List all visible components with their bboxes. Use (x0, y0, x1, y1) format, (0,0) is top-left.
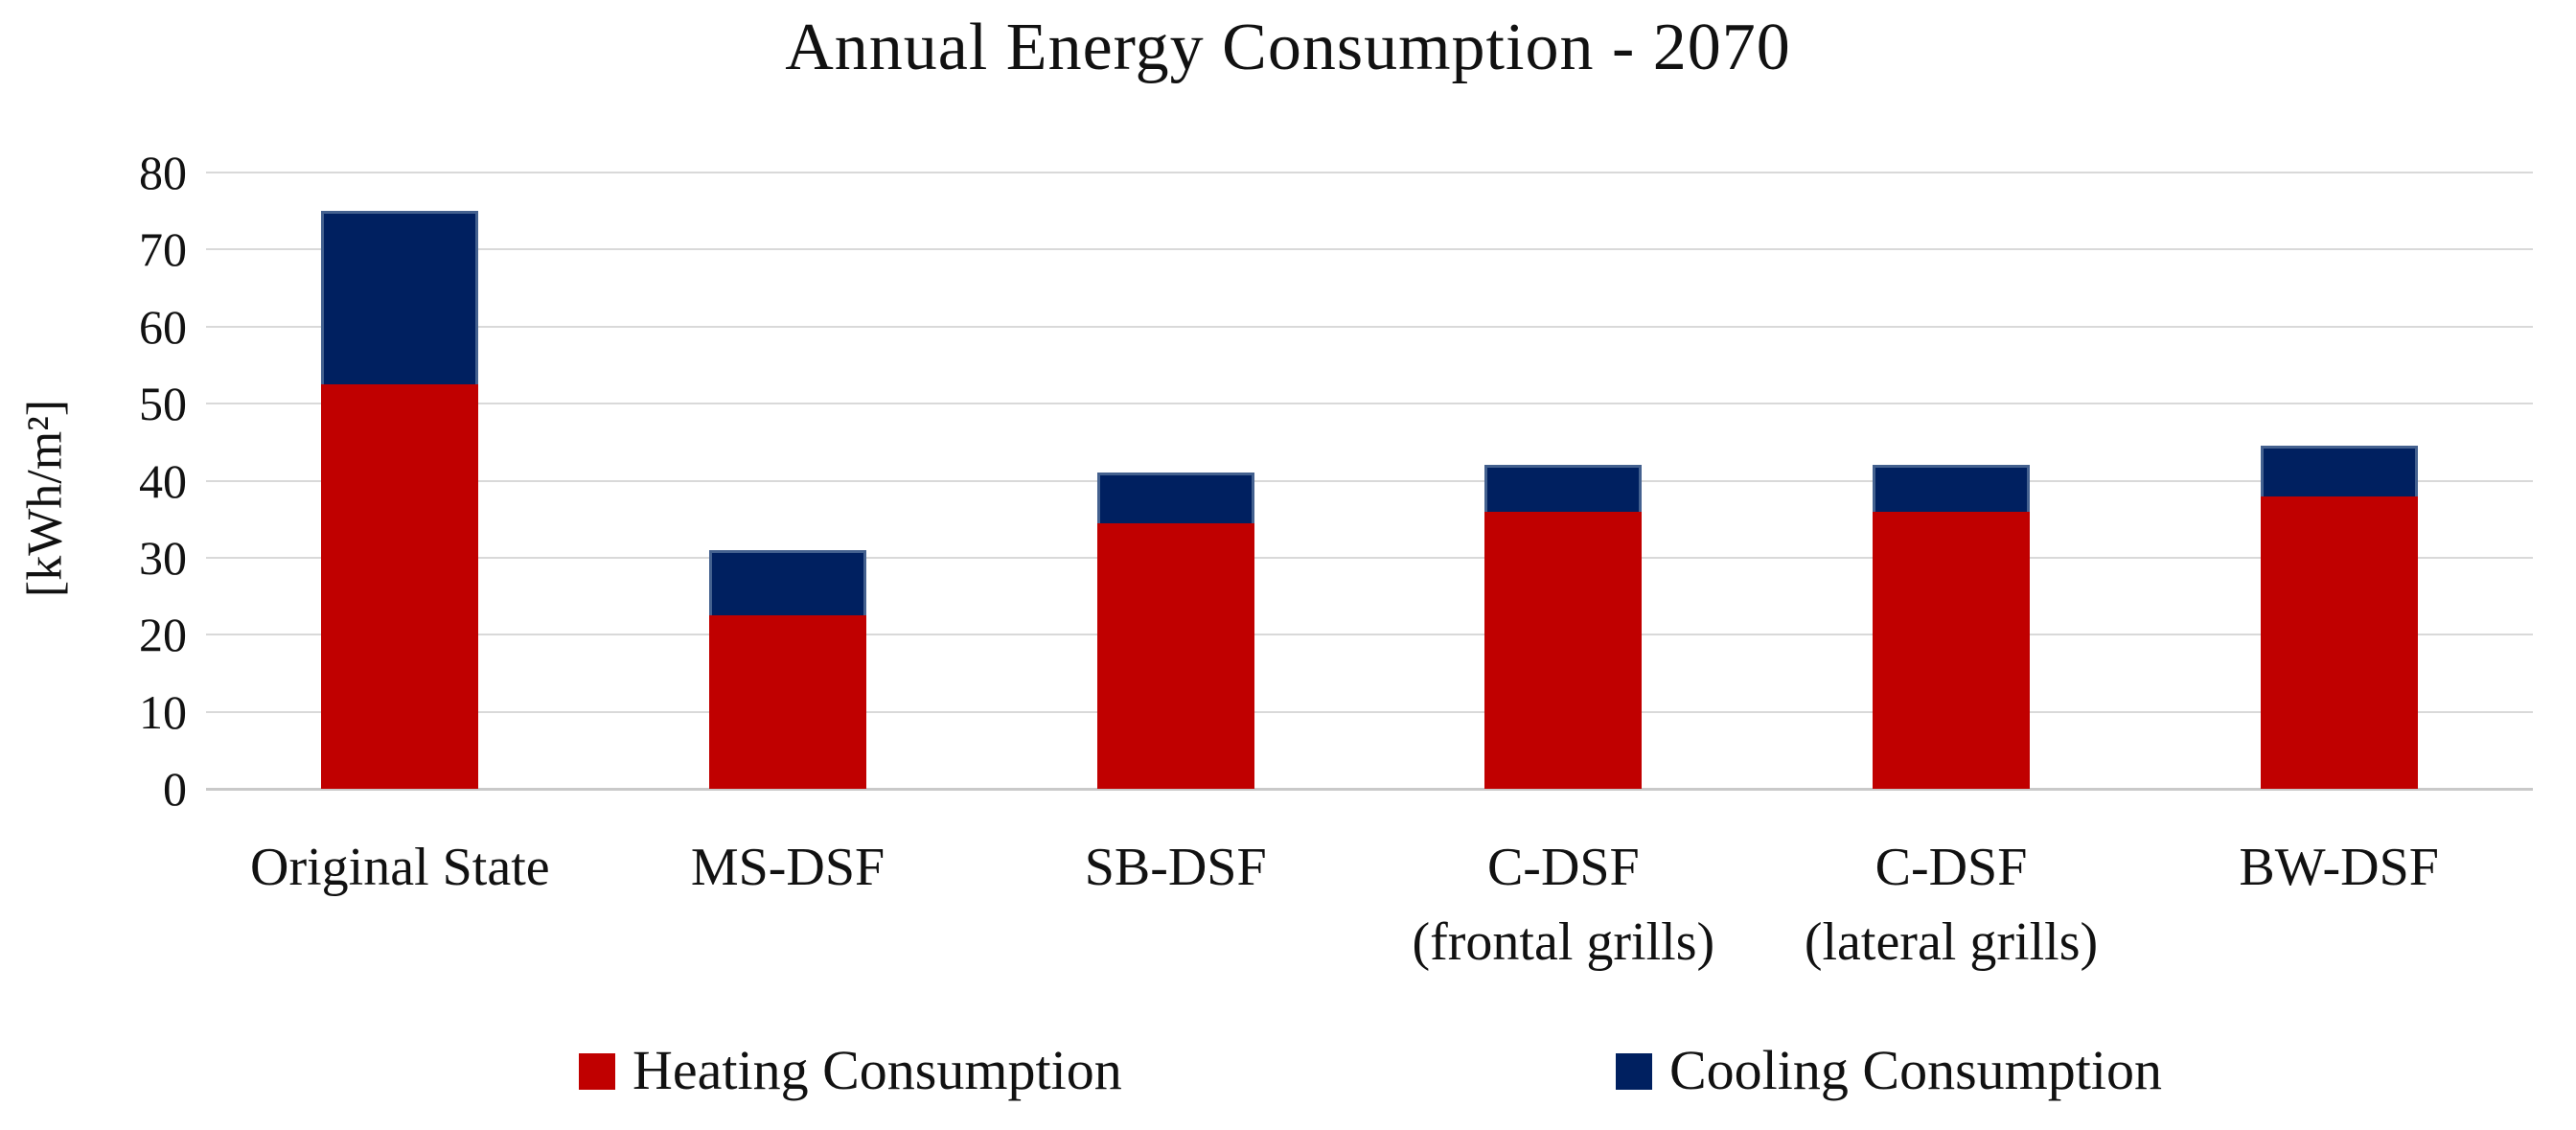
bar-segment-heating-5 (1873, 511, 2030, 789)
category-label-line: BW-DSF (2239, 838, 2439, 897)
legend-entry-heating: Heating Consumption (579, 1041, 1122, 1100)
bar-segment-cooling-1 (321, 211, 479, 385)
category-label-line: C-DSF (1486, 838, 1640, 897)
gridline-20 (206, 634, 2533, 636)
cooling-swatch-icon (1616, 1052, 1652, 1090)
gridline-40 (206, 479, 2533, 482)
chart-title: Annual Energy Consumption - 2070 (785, 11, 1791, 84)
category-label-line: (lateral grills) (1804, 912, 2099, 972)
y-tick-label-40: 40 (139, 453, 187, 508)
gridline-60 (206, 325, 2533, 328)
category-label-line: SB-DSF (1084, 838, 1267, 897)
category-label-4: C-DSF (frontal grills) (1369, 830, 1758, 980)
y-tick-label-20: 20 (139, 608, 187, 662)
bar-segment-cooling-6 (2260, 446, 2418, 496)
gridline-10 (206, 710, 2533, 713)
bar-segment-heating-1 (321, 384, 479, 789)
heating-swatch-icon (579, 1052, 615, 1090)
bar-segment-cooling-3 (1096, 473, 1254, 523)
gridline-50 (206, 403, 2533, 405)
bar-segment-heating-4 (1484, 511, 1643, 789)
y-tick-label-60: 60 (139, 299, 187, 354)
y-tick-label-30: 30 (139, 530, 187, 585)
y-tick-label-50: 50 (139, 377, 187, 431)
y-tick-label-0: 0 (163, 762, 187, 816)
gridline-80 (206, 172, 2533, 173)
category-label-line: (frontal grills) (1412, 912, 1715, 972)
category-label-2: MS-DSF (594, 830, 982, 905)
bar-segment-heating-6 (2260, 496, 2418, 789)
category-label-5: C-DSF (lateral grills) (1758, 830, 2146, 980)
category-label-3: SB-DSF (981, 830, 1369, 905)
y-tick-label-10: 10 (139, 684, 187, 739)
bar-segment-cooling-4 (1484, 465, 1643, 512)
bar-segment-cooling-2 (709, 549, 866, 616)
legend-label: Heating Consumption (632, 1039, 1122, 1101)
gridline-30 (206, 556, 2533, 559)
legend-label: Cooling Consumption (1669, 1039, 2163, 1101)
y-tick-label-80: 80 (139, 146, 187, 199)
bar-segment-cooling-5 (1873, 465, 2030, 512)
category-label-line: C-DSF (1874, 838, 2028, 897)
gridline-70 (206, 248, 2533, 251)
category-label-1: Original State (206, 830, 594, 905)
legend-entry-cooling: Cooling Consumption (1616, 1041, 2162, 1100)
y-tick-label-70: 70 (139, 222, 187, 277)
bar-segment-heating-2 (709, 615, 866, 789)
category-label-line: Original State (250, 838, 550, 897)
category-label-line: MS-DSF (690, 838, 886, 897)
category-label-6: BW-DSF (2145, 830, 2533, 905)
gridline-0 (206, 788, 2533, 791)
bar-segment-heating-3 (1096, 522, 1254, 789)
